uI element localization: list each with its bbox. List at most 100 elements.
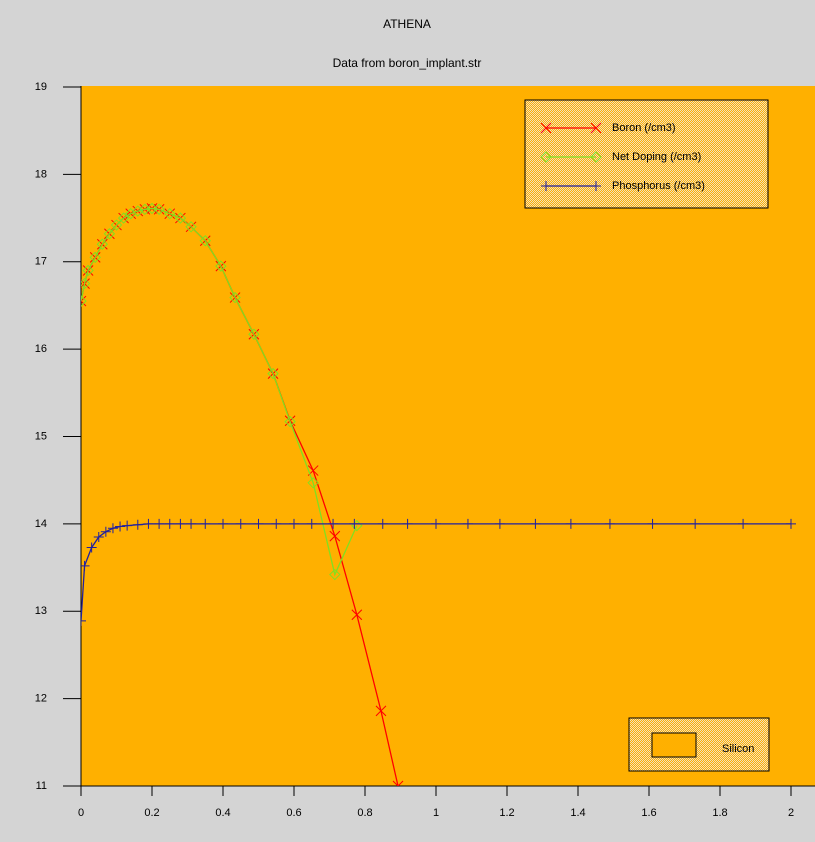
marker — [81, 615, 86, 626]
marker — [115, 521, 126, 532]
marker — [647, 518, 658, 529]
legend-label: Phosphorus (/cm3) — [612, 180, 705, 192]
material-swatch — [651, 732, 697, 758]
x-tick-label: 1.2 — [499, 807, 514, 819]
marker — [132, 205, 144, 217]
marker — [307, 477, 319, 489]
marker — [786, 518, 796, 529]
marker — [229, 291, 241, 304]
marker — [107, 523, 118, 534]
marker — [89, 251, 101, 264]
marker — [146, 202, 158, 215]
marker — [253, 518, 264, 529]
marker — [96, 238, 109, 250]
marker — [565, 518, 576, 529]
x-tick-label: 0.6 — [286, 807, 301, 819]
marker — [289, 518, 299, 529]
marker — [462, 518, 473, 529]
x-tick-label: 2 — [788, 807, 794, 819]
marker — [185, 221, 197, 233]
x-tick-label: 0 — [78, 807, 84, 819]
marker — [81, 295, 87, 307]
marker — [164, 518, 175, 529]
marker — [122, 520, 133, 531]
marker — [349, 518, 360, 529]
x-tick-label: 1.8 — [712, 807, 727, 819]
marker — [154, 518, 165, 529]
marker — [143, 518, 154, 529]
plot-area — [81, 202, 796, 786]
x-tick-label: 1 — [433, 807, 439, 819]
x-tick-label: 1.6 — [641, 807, 656, 819]
marker — [93, 531, 104, 542]
y-tick-label: 17 — [35, 256, 47, 268]
marker — [541, 181, 551, 191]
y-tick-label: 13 — [35, 605, 47, 617]
x-tick-label: 0.4 — [215, 807, 230, 819]
marker — [110, 219, 123, 231]
marker — [132, 519, 143, 530]
y-tick-label: 15 — [35, 430, 47, 442]
marker — [604, 518, 615, 529]
legend-label: Boron (/cm3) — [612, 122, 676, 134]
marker — [267, 367, 279, 380]
marker — [494, 518, 505, 529]
marker — [215, 260, 227, 272]
marker — [738, 518, 749, 529]
marker — [540, 151, 552, 163]
marker — [329, 530, 341, 542]
marker — [530, 518, 541, 529]
marker — [164, 207, 176, 220]
y-tick-label: 14 — [35, 518, 47, 530]
y-tick-label: 12 — [35, 693, 47, 705]
marker — [402, 518, 413, 529]
x-tick-label: 0.2 — [144, 807, 159, 819]
y-tick-label: 11 — [36, 780, 47, 792]
marker — [328, 518, 339, 529]
marker — [199, 235, 211, 247]
chart-title: ATHENA — [383, 17, 431, 31]
marker — [248, 328, 260, 340]
marker — [235, 518, 246, 529]
legend-box — [524, 99, 769, 209]
x-tick-label: 1.4 — [570, 807, 585, 819]
marker — [690, 518, 701, 529]
marker — [431, 518, 441, 529]
marker — [218, 518, 228, 529]
marker — [591, 181, 601, 191]
y-tick-label: 18 — [35, 168, 47, 180]
marker — [100, 526, 111, 537]
marker — [81, 277, 91, 290]
marker — [117, 212, 130, 224]
marker — [82, 264, 94, 277]
marker — [329, 568, 341, 581]
marker — [377, 518, 388, 529]
legend: Boron (/cm3) Net Doping (/cm3) Phosphorus … — [524, 99, 769, 209]
y-tick-label: 19 — [35, 81, 47, 93]
marker — [81, 560, 90, 571]
marker — [271, 518, 282, 529]
marker — [306, 518, 317, 529]
marker — [86, 542, 97, 553]
x-tick-label: 0.8 — [357, 807, 372, 819]
marker — [153, 203, 165, 216]
marker — [284, 415, 296, 428]
material-legend: Silicon — [628, 717, 770, 772]
marker — [375, 705, 387, 717]
legend-label: Net Doping (/cm3) — [612, 151, 701, 163]
marker — [540, 122, 552, 134]
marker — [81, 295, 87, 307]
chart-subtitle: Data from boron_implant.str — [333, 56, 482, 70]
y-tick-label: 16 — [35, 343, 47, 355]
marker — [392, 780, 404, 786]
marker — [103, 228, 116, 240]
marker — [351, 609, 363, 621]
series-line — [81, 207, 358, 577]
marker — [186, 518, 197, 529]
marker — [590, 151, 602, 163]
material-label: Silicon — [722, 743, 754, 755]
marker — [200, 518, 211, 529]
marker — [174, 212, 187, 224]
